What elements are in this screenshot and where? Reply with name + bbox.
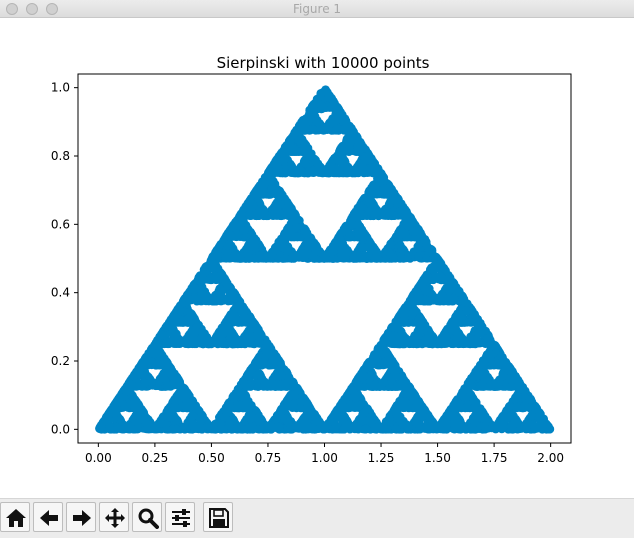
sierpinski-plot: Sierpinski with 10000 points 0.00 0.25 0.5… — [51, 54, 572, 465]
window-title: Figure 1 — [292, 2, 342, 16]
close-window-button[interactable] — [6, 3, 18, 15]
minimize-window-button[interactable] — [26, 3, 38, 15]
window-titlebar: Figure 1 — [0, 0, 634, 18]
scatter-points — [95, 85, 555, 434]
figure-canvas[interactable]: Sierpinski with 10000 points 0.00 0.25 0.5… — [0, 18, 634, 498]
chart-title: Sierpinski with 10000 points — [217, 54, 430, 72]
zoom-window-button[interactable] — [46, 3, 58, 15]
